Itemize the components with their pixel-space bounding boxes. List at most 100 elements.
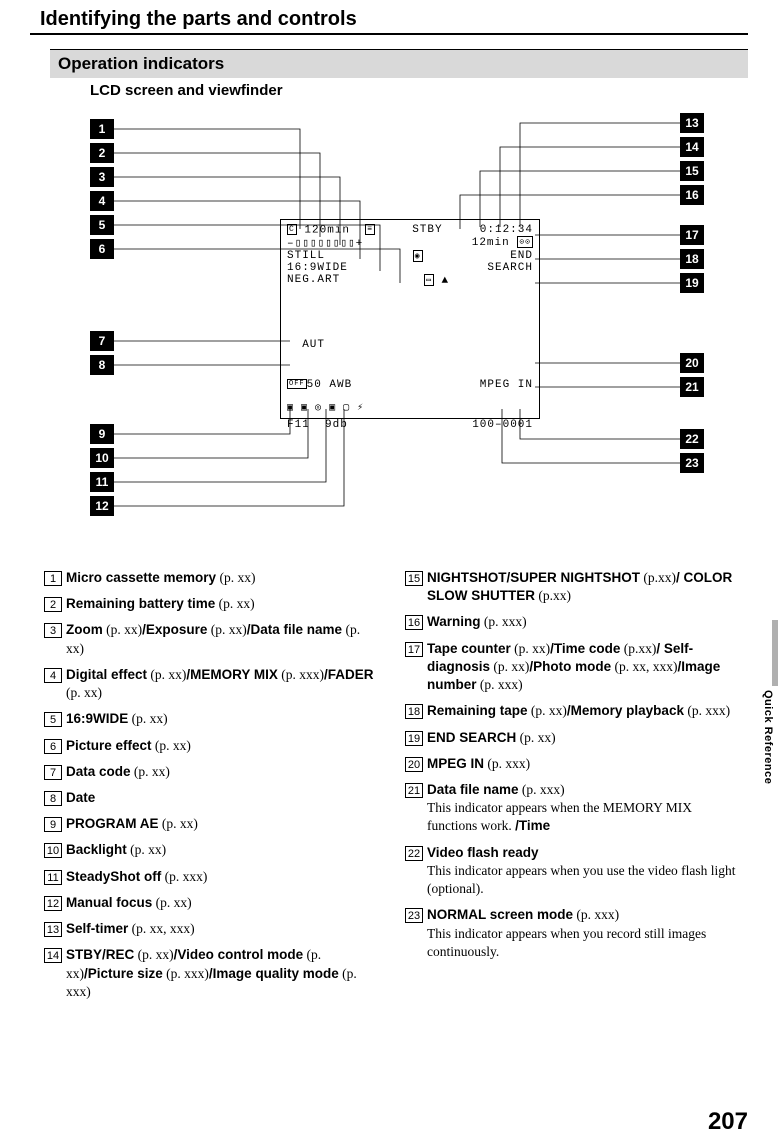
legend-entry-13: 13 Self-timer (p. xx, xxx) bbox=[44, 920, 381, 938]
legend-col-left: 1 Micro cassette memory (p. xx) 2Remaining… bbox=[44, 569, 381, 1009]
callout-21: 21 bbox=[680, 377, 704, 397]
legend-columns: 1Micro cassette memory (p. xx)2Remaining… bbox=[44, 569, 742, 1009]
legend-entry-18: 18 Remaining tape (p. xx)/Memory playback… bbox=[405, 702, 742, 720]
callout-11: 11 bbox=[90, 472, 114, 492]
subheading: LCD screen and viewfinder bbox=[90, 82, 748, 99]
legend-text: MPEG IN (p. xxx) bbox=[427, 755, 530, 773]
page-title: Identifying the parts and controls bbox=[30, 0, 748, 35]
callout-6: 6 bbox=[90, 239, 114, 259]
callout-1: 1 bbox=[90, 119, 114, 139]
legend-text: STBY/REC (p. xx)/Video control mode (p. … bbox=[66, 946, 381, 1001]
callout-14: 14 bbox=[680, 137, 704, 157]
callout-22: 22 bbox=[680, 429, 704, 449]
legend-num: 19 bbox=[405, 731, 423, 746]
legend-text: Self-timer (p. xx, xxx) bbox=[66, 920, 195, 938]
legend-text: Data code (p. xx) bbox=[66, 763, 170, 781]
legend-num: 23 bbox=[405, 908, 423, 923]
legend-text: Remaining tape (p. xx)/Memory playback (… bbox=[427, 702, 730, 720]
lcd-tape-icons: ▭ ▲ bbox=[424, 274, 449, 287]
callout-8: 8 bbox=[90, 355, 114, 375]
callout-9: 9 bbox=[90, 424, 114, 444]
legend-entry-4: 4 Digital effect (p. xx)/MEMORY MIX (p. x… bbox=[44, 666, 381, 702]
lcd-zoom-bar: –▯▯▯▯▯▯▯▯+ bbox=[287, 236, 363, 250]
lcd-end: END bbox=[510, 250, 533, 262]
lcd-frame: C 120min ≡ STBY 0:12:34 –▯▯▯▯▯▯▯▯+ 12min… bbox=[280, 219, 540, 419]
section-heading: Operation indicators bbox=[50, 49, 748, 78]
legend-num: 8 bbox=[44, 791, 62, 806]
legend-text: END SEARCH (p. xx) bbox=[427, 729, 556, 747]
callout-12: 12 bbox=[90, 496, 114, 516]
legend-entry-3: 3 Zoom (p. xx)/Exposure (p. xx)/Data file… bbox=[44, 621, 381, 657]
legend-num: 3 bbox=[44, 623, 62, 638]
callout-19: 19 bbox=[680, 273, 704, 293]
legend-entry-14: 14 STBY/REC (p. xx)/Video control mode (p… bbox=[44, 946, 381, 1001]
callout-20: 20 bbox=[680, 353, 704, 373]
legend-entry-15: 15 NIGHTSHOT/SUPER NIGHTSHOT (p.xx)/ COLO… bbox=[405, 569, 742, 605]
legend-num: 22 bbox=[405, 846, 423, 861]
lcd-still: STILL bbox=[287, 250, 325, 262]
legend-entry-7: 7 Data code (p. xx) bbox=[44, 763, 381, 781]
callout-5: 5 bbox=[90, 215, 114, 235]
legend-entry-6: 6 Picture effect (p. xx) bbox=[44, 737, 381, 755]
legend-text: PROGRAM AE (p. xx) bbox=[66, 815, 198, 833]
legend-entry-8: 8 Date bbox=[44, 789, 381, 807]
sidebar-tab: Quick Reference bbox=[762, 620, 778, 784]
callout-17: 17 bbox=[680, 225, 704, 245]
lcd-stby: STBY bbox=[412, 224, 442, 236]
legend-entry-9: 9 PROGRAM AE (p. xx) bbox=[44, 815, 381, 833]
legend-text: Zoom (p. xx)/Exposure (p. xx)/Data file … bbox=[66, 621, 381, 657]
legend-entry-10: 10 Backlight (p. xx) bbox=[44, 841, 381, 859]
page-number: 207 bbox=[708, 1108, 748, 1136]
callout-10: 10 bbox=[90, 448, 114, 468]
legend-col-right: 15 NIGHTSHOT/SUPER NIGHTSHOT (p.xx)/ COLO… bbox=[405, 569, 742, 1009]
legend-num: 2 bbox=[44, 597, 62, 612]
legend-text: Warning (p. xxx) bbox=[427, 613, 527, 631]
nightshot-icon: ◉ bbox=[413, 250, 423, 262]
legend-text: Picture effect (p. xx) bbox=[66, 737, 191, 755]
legend-text: Data file name (p. xxx)This indicator ap… bbox=[427, 781, 742, 836]
legend-text: 16:9WIDE (p. xx) bbox=[66, 710, 168, 728]
callout-13: 13 bbox=[680, 113, 704, 133]
legend-entry-1: 1 Micro cassette memory (p. xx) bbox=[44, 569, 381, 587]
lcd-batt-time: C 120min ≡ bbox=[287, 224, 375, 236]
legend-entry-23: 23 NORMAL screen mode (p. xxx)This indica… bbox=[405, 906, 742, 961]
legend-text: Manual focus (p. xx) bbox=[66, 894, 192, 912]
legend-text: Digital effect (p. xx)/MEMORY MIX (p. xx… bbox=[66, 666, 381, 702]
callout-7: 7 bbox=[90, 331, 114, 351]
lcd-datacode: AUT OFF50 AWB MPEG IN F11 9db 100–0001 bbox=[287, 315, 533, 455]
legend-text: Micro cassette memory (p. xx) bbox=[66, 569, 255, 587]
legend-num: 10 bbox=[44, 843, 62, 858]
legend-entry-5: 5 16:9WIDE (p. xx) bbox=[44, 710, 381, 728]
legend-text: Video flash readyThis indicator appears … bbox=[427, 844, 742, 899]
lcd-diagram: C 120min ≡ STBY 0:12:34 –▯▯▯▯▯▯▯▯+ 12min… bbox=[30, 109, 748, 549]
legend-entry-11: 11SteadyShot off (p. xxx) bbox=[44, 868, 381, 886]
legend-text: NORMAL screen mode (p. xxx)This indicato… bbox=[427, 906, 742, 961]
lcd-filename: 100–0001 bbox=[472, 419, 533, 431]
legend-num: 5 bbox=[44, 712, 62, 727]
legend-num: 7 bbox=[44, 765, 62, 780]
legend-text: NIGHTSHOT/SUPER NIGHTSHOT (p.xx)/ COLOR … bbox=[427, 569, 742, 605]
legend-text: Tape counter (p. xx)/Time code (p.xx)/ S… bbox=[427, 640, 742, 695]
lcd-remain-tape: 12min ⊙⊙ bbox=[472, 236, 533, 250]
callout-3: 3 bbox=[90, 167, 114, 187]
legend-num: 13 bbox=[44, 922, 62, 937]
legend-entry-21: 21Data file name (p. xxx)This indicator … bbox=[405, 781, 742, 836]
legend-text: Date bbox=[66, 789, 95, 807]
lcd-negart: NEG.ART bbox=[287, 274, 340, 287]
legend-entry-17: 17 Tape counter (p. xx)/Time code (p.xx)/… bbox=[405, 640, 742, 695]
legend-num: 6 bbox=[44, 739, 62, 754]
legend-num: 1 bbox=[44, 571, 62, 586]
legend-text: Backlight (p. xx) bbox=[66, 841, 166, 859]
legend-num: 15 bbox=[405, 571, 423, 586]
callout-23: 23 bbox=[680, 453, 704, 473]
legend-num: 4 bbox=[44, 668, 62, 683]
legend-entry-2: 2Remaining battery time (p. xx) bbox=[44, 595, 381, 613]
callout-2: 2 bbox=[90, 143, 114, 163]
callout-16: 16 bbox=[680, 185, 704, 205]
legend-num: 9 bbox=[44, 817, 62, 832]
legend-num: 14 bbox=[44, 948, 62, 963]
lcd-search: SEARCH bbox=[487, 262, 533, 274]
legend-num: 18 bbox=[405, 704, 423, 719]
legend-num: 17 bbox=[405, 642, 423, 657]
legend-num: 20 bbox=[405, 757, 423, 772]
